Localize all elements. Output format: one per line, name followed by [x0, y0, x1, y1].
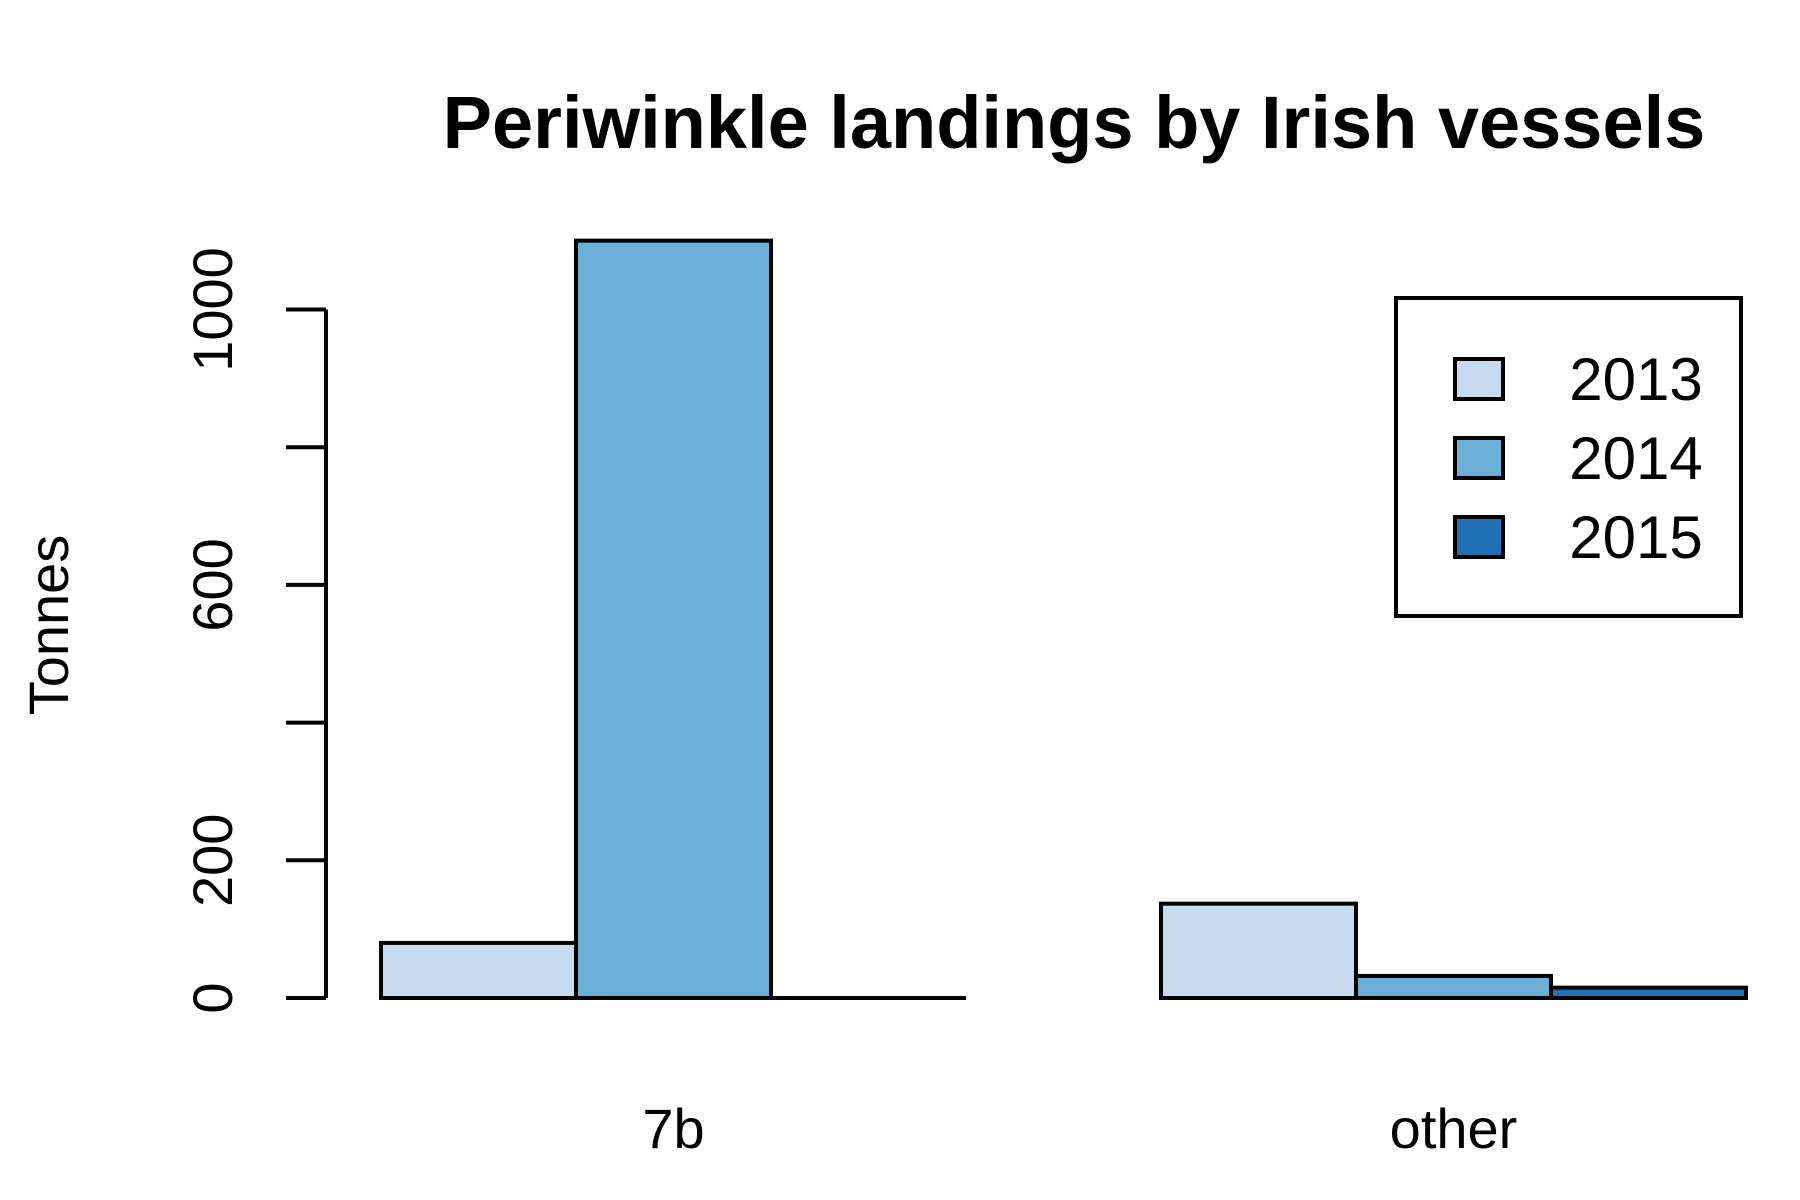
x-tick-label: 7b — [642, 1097, 704, 1160]
legend-swatch — [1453, 515, 1505, 559]
legend-label: 2014 — [1569, 425, 1702, 492]
x-tick-label: other — [1390, 1097, 1518, 1160]
legend-swatch — [1453, 357, 1505, 401]
bars-group — [379, 238, 1748, 1001]
legend-label: 2013 — [1569, 346, 1702, 413]
bar-2014-other — [1354, 973, 1553, 1001]
legend-label: 2015 — [1569, 504, 1702, 571]
legend: 2013 2014 2015 — [1394, 296, 1743, 618]
chart-title: Periwinkle landings by Irish vessels — [443, 81, 1706, 164]
bar-2015-other — [1549, 985, 1748, 1000]
legend-swatch — [1453, 436, 1505, 480]
x-axis-labels: 7b other — [642, 1097, 1517, 1160]
y-axis: 0 200 600 1000 — [181, 247, 328, 1014]
y-tick-label: 0 — [181, 982, 244, 1013]
y-tick-label: 1000 — [181, 247, 244, 372]
y-tick-label: 600 — [181, 538, 244, 631]
y-tick-label: 200 — [181, 814, 244, 907]
bar-2013-7b — [379, 940, 578, 1000]
bar-2013-other — [1159, 901, 1358, 1000]
y-axis-label: Tonnes — [17, 535, 80, 716]
bar-2014-7b — [574, 238, 773, 1000]
